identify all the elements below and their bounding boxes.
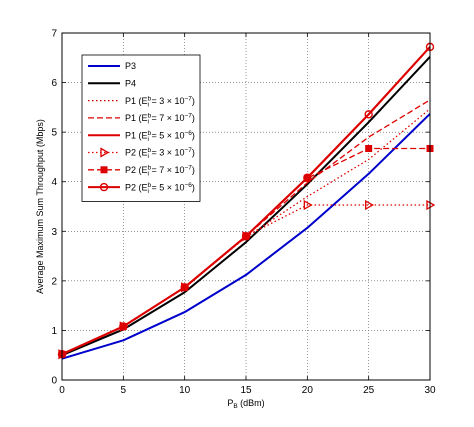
legend-text-sub: i <box>148 101 149 108</box>
legend-text-suffix: ) <box>192 96 195 106</box>
series-group <box>61 108 431 355</box>
legend-text-suffix: ) <box>192 182 195 192</box>
triangle-marker <box>365 199 374 211</box>
legend-text-value: = 5 × 10 <box>149 182 185 192</box>
legend-text-sup: b <box>148 113 152 120</box>
circle-marker <box>303 173 312 182</box>
legend-text-value: = 3 × 10 <box>149 96 185 106</box>
legend-text-value: = 5 × 10 <box>149 130 185 140</box>
circle-marker <box>180 283 189 292</box>
legend-entry-label: P2 (Eb i = 5 × 10−6) <box>125 182 195 195</box>
y-tick-label: 7 <box>51 29 57 40</box>
legend-text-sup: b <box>148 95 152 102</box>
series-line <box>61 108 431 355</box>
legend-text-sup: b <box>148 147 152 154</box>
x-tick-label: 15 <box>240 385 252 396</box>
x-tick-label: 30 <box>424 385 436 396</box>
legend-text-value: = 7 × 10 <box>149 113 185 123</box>
legend-text-suffix: ) <box>192 148 195 158</box>
legend-text-prefix: P1 (E <box>125 96 148 106</box>
legend-text-exp: −6 <box>185 182 193 189</box>
square-marker <box>100 166 108 174</box>
legend-text-suffix: ) <box>192 165 195 175</box>
legend-text-prefix: P2 (E <box>125 165 148 175</box>
legend-entry-label: P1 (Eb i = 7 × 10−7) <box>125 113 195 126</box>
y-tick-label: 5 <box>51 128 57 139</box>
series-layer <box>57 42 436 360</box>
legend-entry-label: P1 (Eb i = 5 × 10−6) <box>125 130 195 143</box>
x-tick-label: 20 <box>302 385 314 396</box>
legend-text-value: = 7 × 10 <box>149 165 185 175</box>
series-line <box>61 113 431 360</box>
y-tick-label: 4 <box>51 177 57 188</box>
legend-text-exp: −7 <box>185 95 193 102</box>
square-marker <box>365 145 373 153</box>
triangle-marker <box>303 199 313 211</box>
y-tick-label: 6 <box>51 78 57 89</box>
series-group <box>61 113 431 360</box>
legend-text-sub: i <box>148 119 149 126</box>
circle-marker <box>119 322 128 331</box>
x-axis-label-main: P <box>227 398 233 408</box>
x-tick-label: 10 <box>179 385 191 396</box>
y-axis-label: Average Maximum Sum Throughput (Mbps) <box>35 119 45 294</box>
series-group <box>58 199 436 360</box>
circle-marker <box>364 110 373 119</box>
legend-text-prefix: P2 (E <box>125 148 148 158</box>
circle-marker <box>99 182 109 192</box>
legend-entry-label: P2 (Eb i = 3 × 10−7) <box>125 147 195 160</box>
circle-marker <box>241 232 251 241</box>
legend-text-sub: i <box>148 153 149 160</box>
legend-text-suffix: ) <box>192 113 195 123</box>
legend-text-sup: b <box>148 130 152 137</box>
legend-text-exp: −7 <box>185 147 193 154</box>
legend-text-prefix: P1 (E <box>125 113 148 123</box>
legend-text-suffix: ) <box>192 130 195 140</box>
x-tick-label: 5 <box>121 385 127 396</box>
legend-text-sup: b <box>148 182 152 189</box>
legend-text-sub: i <box>148 188 149 195</box>
y-tick-label: 3 <box>51 227 57 238</box>
legend-entry-label: P4 <box>125 79 136 89</box>
legend-text-exp: −7 <box>185 165 193 172</box>
legend-text-prefix: P2 (E <box>125 182 148 192</box>
legend-entry-label: P2 (Eb i = 7 × 10−7) <box>125 165 195 178</box>
x-axis-label-sub: B <box>233 403 237 410</box>
x-axis-label-unit: (dBm) <box>238 398 265 408</box>
legend-text-sub: i <box>148 136 149 143</box>
legend-entry-label: P3 <box>125 61 136 71</box>
legend-text-sup: b <box>148 165 152 172</box>
series-group <box>57 42 435 359</box>
axis-ticks: 0 5 10 15 20 25 30 0 1 2 3 4 5 6 7 <box>51 29 436 397</box>
triangle-marker <box>100 147 110 158</box>
legend-text-value: = 3 × 10 <box>149 148 185 158</box>
legend-entry-label: P1 (Eb i = 3 × 10−7) <box>125 95 195 108</box>
series-line <box>61 46 431 356</box>
y-tick-label: 2 <box>51 276 57 287</box>
legend-text-exp: −6 <box>185 130 193 137</box>
legend-box <box>81 54 201 202</box>
x-tick-label: 0 <box>59 385 65 396</box>
legend-text-exp: −7 <box>185 113 193 120</box>
y-tick-label: 1 <box>51 326 57 337</box>
x-tick-label: 25 <box>363 385 375 396</box>
x-axis-label: PB (dBm) <box>227 398 264 410</box>
legend-text-sub: i <box>148 171 149 178</box>
y-tick-label: 0 <box>51 376 57 387</box>
legend-text-prefix: P1 (E <box>125 130 148 140</box>
